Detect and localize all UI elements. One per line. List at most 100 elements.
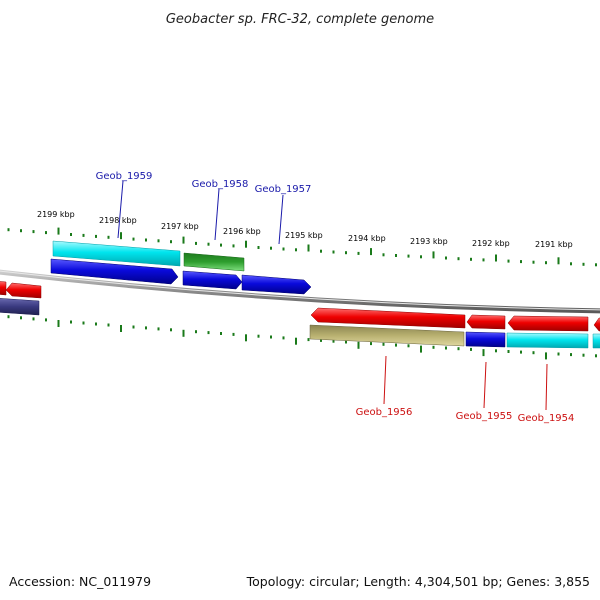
minor-tick [382,253,385,257]
gene-label-geob-1954[interactable]: Geob_1954 [518,413,575,424]
minor-tick [95,234,97,238]
minor-tick [170,240,172,244]
minor-tick [570,262,572,266]
minor-tick [95,322,97,326]
minor-tick [520,260,522,264]
minor-tick [570,353,572,357]
gene-label-geob-1957[interactable]: Geob_1957 [255,184,312,195]
gene-cyan-top[interactable] [52,240,181,267]
major-tick [420,345,422,353]
gene-cyan-bottom-partial[interactable] [592,333,600,349]
leader-line-geob-1957 [278,194,284,245]
gene-labels-top: Geob_1959 Geob_1958 Geob_1957 [96,171,312,245]
leader-line-geob-1959 [117,180,124,239]
minor-tick [270,335,272,339]
minor-tick [157,239,160,243]
lower-tick-ring [7,315,597,360]
minor-tick [107,235,110,239]
minor-tick [395,343,397,347]
gene-red-left-partial[interactable] [0,281,7,296]
minor-tick [207,331,210,335]
genome-backbone-highlight [0,270,600,311]
gene-label-geob-1958[interactable]: Geob_1958 [192,179,249,190]
tick-label-2191: 2191 kbp [535,240,573,249]
gene-blue-arrow-1[interactable] [50,258,179,285]
minor-tick [157,327,160,331]
minor-tick [220,243,222,247]
minor-tick [582,353,585,357]
major-tick [370,248,372,256]
minor-tick [20,316,22,320]
minor-tick [320,338,322,342]
minor-tick [32,230,35,234]
minor-tick [132,325,135,329]
major-tick [120,232,122,240]
top-strand-genes [50,240,312,295]
minor-tick [432,345,435,349]
minor-tick [82,321,85,325]
major-tick [120,325,122,332]
genome-backbone [0,269,600,314]
gene-cyan-bottom[interactable] [506,332,589,349]
gene-red-arrow-3[interactable] [507,315,589,332]
gene-green-top[interactable] [183,252,245,272]
minor-tick [20,229,22,233]
minor-tick [170,328,172,332]
minor-tick [532,260,535,264]
gene-olive-bottom[interactable] [309,324,465,347]
minor-tick [7,228,10,232]
minor-tick [407,254,410,258]
major-tick [545,352,547,360]
gene-blue-bottom[interactable] [465,331,506,348]
major-tick [307,244,310,252]
minor-tick [332,250,335,254]
minor-tick [545,261,547,265]
upper-tick-ring [7,227,597,267]
minor-tick [232,244,235,248]
minor-tick [445,346,447,350]
minor-tick [45,318,47,322]
tick-label-2196: 2196 kbp [223,227,261,236]
major-tick [295,337,297,345]
gene-red-arrow-4[interactable] [593,317,600,332]
minor-tick [595,263,597,267]
major-tick [482,349,485,357]
gene-blue-arrow-3[interactable] [241,274,312,295]
minor-tick [282,336,285,340]
minor-tick [470,257,472,261]
tick-label-2192: 2192 kbp [472,239,510,248]
gene-red-arrow-2[interactable] [466,314,506,330]
minor-tick [320,249,322,253]
gene-blue-arrow-2[interactable] [182,270,243,290]
tick-label-2195: 2195 kbp [285,231,323,240]
gene-red-left-arrow[interactable] [5,282,42,299]
gene-label-geob-1959[interactable]: Geob_1959 [96,171,153,182]
gene-label-geob-1956[interactable]: Geob_1956 [356,407,413,418]
major-tick [182,236,185,244]
minor-tick [195,330,197,334]
minor-tick [7,315,10,319]
minor-tick [482,258,485,262]
minor-tick [295,248,297,252]
major-tick [57,320,60,327]
tick-labels: 2199 kbp 2198 kbp 2197 kbp 2196 kbp 2195… [37,210,573,249]
minor-tick [232,332,235,336]
gene-red-long-arrow[interactable] [310,307,466,329]
gene-label-geob-1955[interactable]: Geob_1955 [456,411,513,422]
minor-tick [195,241,197,245]
minor-tick [257,246,260,249]
minor-tick [70,320,72,324]
tick-label-2197: 2197 kbp [161,222,199,231]
minor-tick [82,233,85,237]
minor-tick [470,347,472,351]
minor-tick [332,339,335,343]
major-tick [357,341,360,349]
minor-tick [32,317,35,321]
gene-navy-left[interactable] [0,298,40,316]
minor-tick [132,237,135,241]
minor-tick [145,326,147,330]
minor-tick [107,323,110,327]
minor-tick [407,344,410,348]
major-tick [245,334,247,342]
major-tick [557,257,560,265]
